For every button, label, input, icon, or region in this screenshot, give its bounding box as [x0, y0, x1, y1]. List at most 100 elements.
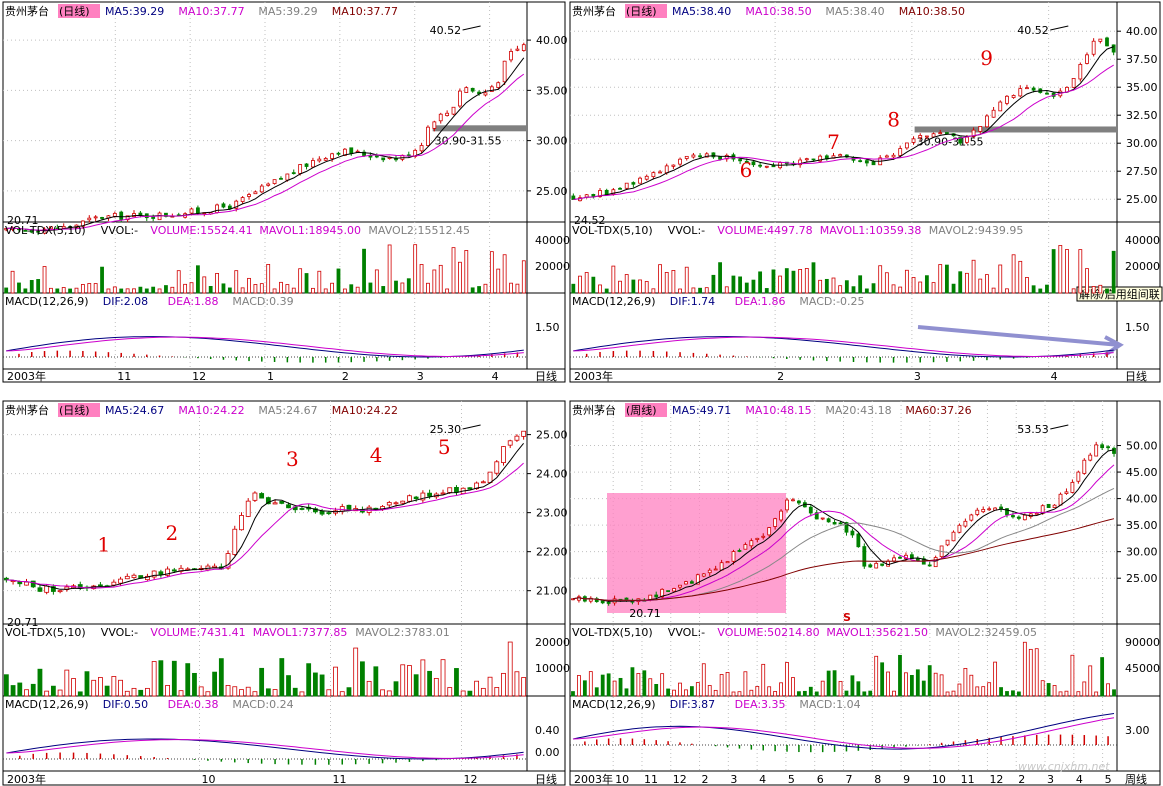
volume-bar: [487, 676, 493, 697]
candle-body: [1034, 512, 1039, 515]
time-tick-label: 12: [989, 773, 1003, 786]
macd-dif-line: [573, 336, 1114, 358]
volume-bar: [951, 283, 956, 294]
volume-bar: [360, 661, 365, 697]
ma-value-ma_c: MA5:38.40: [825, 5, 884, 18]
candle-body: [232, 528, 238, 555]
volume-bar: [373, 666, 379, 697]
candle-body: [400, 500, 406, 504]
volume-bar: [764, 288, 769, 294]
volume-bar: [731, 275, 736, 294]
ma10-line: [6, 462, 524, 589]
volume-bar: [711, 274, 716, 294]
volume-bar: [176, 270, 181, 294]
candle-body: [1082, 459, 1087, 474]
volume-bar: [1071, 288, 1076, 294]
volume-bar: [501, 672, 506, 697]
volume-bar: [638, 279, 642, 294]
volume-bar: [57, 689, 63, 697]
ma-value-ma_b: MA10:38.50: [745, 5, 811, 18]
candle-body: [818, 155, 823, 162]
volume-bar: [898, 654, 902, 697]
volume-bar: [240, 287, 245, 294]
ma5-line: [572, 449, 1115, 602]
candle-body: [678, 584, 682, 588]
volume-bar: [124, 690, 130, 697]
volume-bar: [811, 262, 816, 294]
time-tick-label: 2: [702, 773, 709, 786]
volume-bar: [259, 283, 264, 294]
volume-bar: [798, 269, 803, 294]
candle-body: [98, 584, 103, 587]
candle-body: [678, 158, 682, 165]
volume-bar: [785, 662, 789, 697]
volume-bar: [761, 663, 766, 697]
candle-body: [644, 175, 649, 180]
volume-tick-label: 20000: [535, 636, 570, 649]
volume-bar: [985, 274, 989, 294]
wave-label: 8: [887, 107, 900, 131]
volume-bar: [440, 659, 446, 697]
candle-body: [36, 230, 41, 233]
candle-body: [981, 509, 986, 513]
volume-tick-label: 40000: [1125, 234, 1160, 247]
candle-body: [707, 569, 712, 574]
volume-bar: [285, 284, 290, 294]
wave-label: 2: [165, 521, 178, 545]
volume-mavol2: MAVOL2:32459.05: [935, 626, 1037, 639]
volume-bar: [74, 287, 79, 294]
macd-dif-line: [572, 713, 1115, 750]
candle-body: [985, 115, 989, 128]
candle-body: [1112, 447, 1116, 454]
volume-bar: [904, 269, 909, 294]
wave-label: 9: [980, 46, 993, 70]
volume-bar: [1046, 683, 1051, 697]
volume-bar: [724, 286, 729, 294]
price-tick-label: 35.00: [1126, 81, 1158, 94]
volume-bar: [891, 284, 896, 294]
volume-bar: [362, 248, 366, 294]
volume-bar: [394, 280, 398, 294]
volume-bar: [991, 287, 996, 294]
volume-bar: [672, 689, 676, 697]
volume-bar: [978, 278, 983, 294]
volume-label: VOL-TDX(5,10): [572, 626, 653, 639]
volume-bar: [333, 666, 338, 697]
candle-body: [265, 497, 271, 505]
volume-bar: [684, 689, 688, 697]
candle-body: [80, 220, 85, 227]
candle-body: [1016, 516, 1021, 519]
stock-name: 贵州茅台: [572, 4, 616, 18]
candle-body: [1046, 503, 1051, 508]
volume-bar: [393, 681, 399, 697]
candle-body: [330, 153, 334, 159]
volume-bar: [725, 672, 730, 697]
candle-body: [749, 540, 754, 547]
volume-bar: [185, 663, 191, 697]
volume-bar: [600, 674, 605, 697]
time-tick-label: 10: [202, 773, 216, 786]
volume-bar: [317, 270, 322, 294]
volume-bar: [737, 691, 742, 697]
volume-bar: [106, 288, 111, 294]
candle-body: [931, 133, 936, 138]
volume-name: VVOL:-: [101, 224, 138, 237]
candle-body: [362, 151, 366, 156]
time-tick-label: 2003年: [7, 772, 46, 786]
period-text: (日线): [626, 4, 657, 18]
ma5-line: [573, 46, 1114, 200]
candle-body: [234, 200, 239, 209]
volume-bar: [851, 286, 856, 294]
candle-body: [1105, 37, 1109, 47]
candle-body: [868, 564, 873, 568]
macd-tick-label: 1.50: [1125, 321, 1150, 334]
candle-body: [933, 557, 938, 568]
highlight-region: [607, 493, 786, 613]
volume-bar: [642, 670, 647, 697]
candle-body: [487, 471, 493, 483]
candle-body: [1100, 444, 1105, 449]
volume-bar: [170, 286, 175, 294]
volume-bar: [202, 276, 207, 294]
candle-body: [978, 126, 983, 132]
volume-bar: [824, 278, 829, 294]
